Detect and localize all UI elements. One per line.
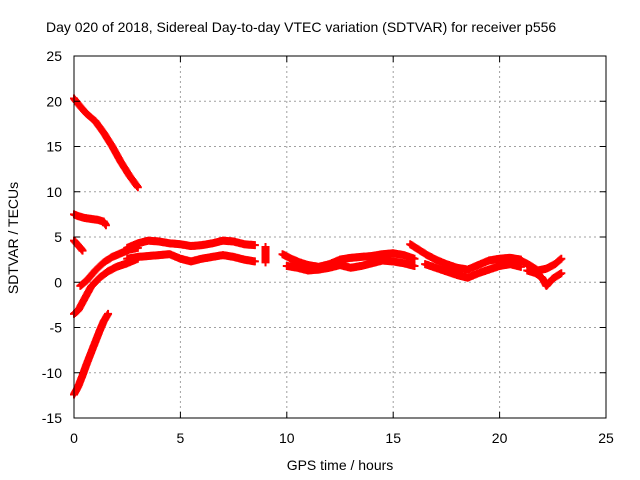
series-arc-descending-high [70, 94, 142, 192]
series-band-16-20-lower [421, 260, 525, 282]
y-axis-label: SDTVAR / TECUs [5, 181, 21, 295]
series-band-16-20 [406, 240, 525, 274]
y-tick-label: -5 [50, 320, 63, 336]
series-band-21-23-lower [523, 266, 566, 290]
series-band-10-16-lower [282, 256, 419, 275]
y-tick-label: -15 [42, 410, 62, 426]
axis-ticks: -15 -10 -5 0 5 10 15 20 25 0 5 10 15 20 25 [42, 48, 614, 446]
data-point [133, 183, 142, 192]
x-tick-label: 10 [279, 430, 295, 446]
data-point [261, 258, 270, 267]
x-tick-label: 20 [492, 430, 508, 446]
data-point [250, 257, 259, 266]
y-tick-label: 25 [46, 48, 62, 64]
data-point [557, 254, 566, 263]
data-point [410, 261, 419, 270]
data-point [557, 269, 566, 278]
data-point [78, 246, 87, 255]
data-point [104, 309, 113, 318]
y-tick-label: -10 [42, 365, 62, 381]
y-tick-label: 0 [54, 274, 62, 290]
series-isolated-9 [261, 242, 270, 267]
data-point [410, 254, 419, 263]
y-tick-label: 10 [46, 184, 62, 200]
chart-title: Day 020 of 2018, Sidereal Day-to-day VTE… [46, 19, 557, 35]
y-tick-label: 15 [46, 139, 62, 155]
x-tick-label: 0 [70, 430, 78, 446]
y-tick-label: 5 [54, 229, 62, 245]
data-point [250, 241, 259, 250]
grid [74, 56, 606, 418]
data-marks [70, 94, 566, 399]
x-axis-label: GPS time / hours [286, 457, 394, 473]
x-tick-label: 15 [385, 430, 401, 446]
x-tick-label: 25 [598, 430, 614, 446]
series-band-lower [123, 250, 259, 266]
series-arc-7 [70, 210, 110, 230]
y-tick-label: 20 [46, 93, 62, 109]
series-band-upper [123, 236, 259, 252]
series-arc-rising-neg12 [70, 309, 113, 399]
data-point [101, 221, 110, 230]
series-arc-4 [70, 236, 87, 255]
x-tick-label: 5 [177, 430, 185, 446]
